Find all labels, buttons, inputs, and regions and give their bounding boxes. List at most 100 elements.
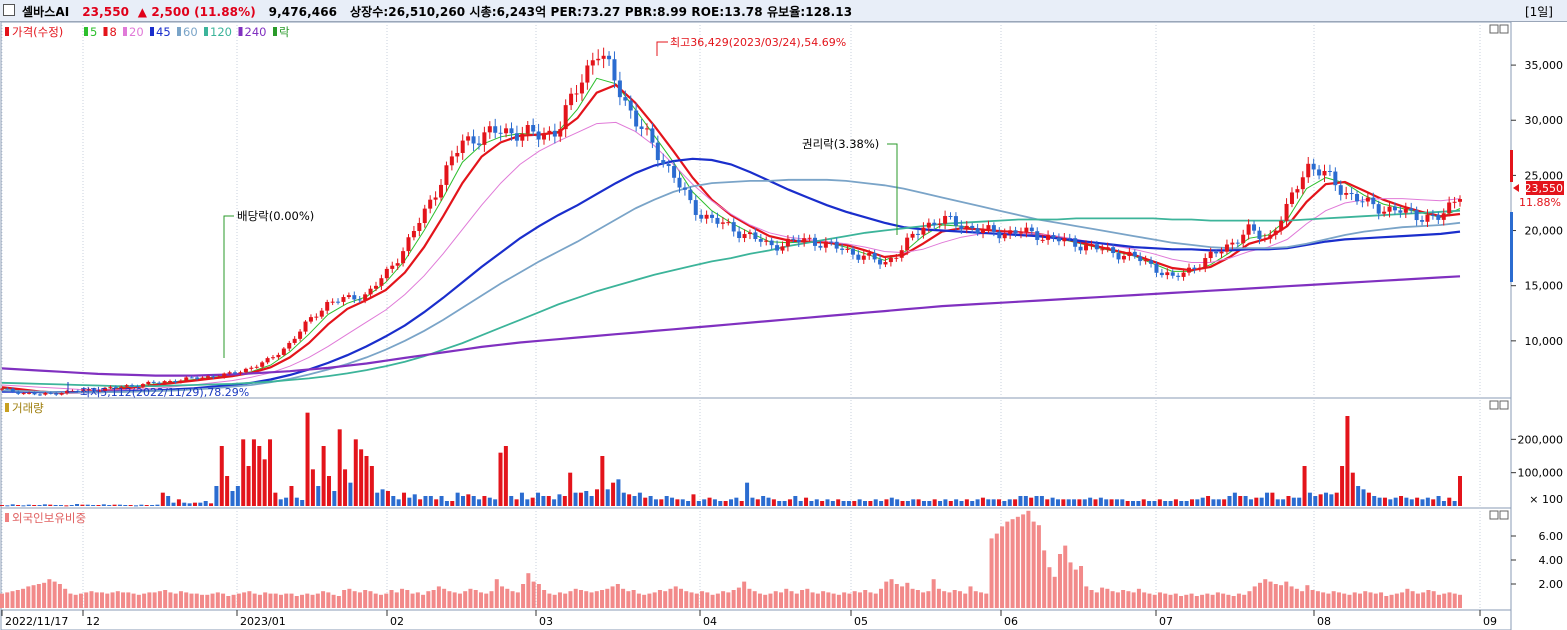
foreign-ownership-bar — [526, 573, 531, 608]
volume-bar — [423, 496, 428, 506]
volume-bar — [621, 492, 626, 506]
candle-body — [1376, 204, 1381, 214]
foreign-ownership-bar — [1042, 550, 1047, 608]
legend-label: 120 — [210, 25, 232, 39]
foreign-ownership-bar — [1063, 545, 1068, 608]
volume-bar — [284, 497, 289, 506]
candle-body — [1208, 251, 1213, 259]
x-tick-label: 06 — [1004, 615, 1018, 628]
foreign-panel-controls[interactable] — [1489, 510, 1509, 520]
volume-bar — [235, 486, 240, 506]
foreign-ownership-bar — [84, 592, 89, 608]
foreign-ownership-bar — [747, 588, 752, 608]
volume-bar — [1345, 416, 1350, 506]
volume-bar — [1334, 492, 1339, 506]
foreign-ownership-bar — [447, 591, 452, 608]
foreign-ownership-bar — [931, 579, 936, 608]
foreign-ownership-bar — [500, 586, 505, 608]
volume-bar — [1420, 499, 1425, 506]
volume-unit-label: × 100 — [1529, 493, 1563, 506]
candle-body — [883, 262, 888, 265]
volume-bar — [1184, 501, 1189, 506]
foreign-ownership-bar — [952, 590, 957, 608]
volume-bar — [305, 412, 310, 506]
volume-bar — [868, 501, 873, 506]
foreign-ownership-bar — [1242, 594, 1247, 608]
candle-body — [634, 110, 639, 127]
foreign-ownership-bar — [257, 594, 262, 608]
volume-bar — [289, 486, 294, 506]
foreign-ownership-bar — [352, 591, 357, 608]
candle-body — [1425, 214, 1430, 222]
candle-body — [726, 222, 731, 224]
candle-body — [986, 225, 991, 230]
foreign-ownership-bar — [0, 593, 4, 608]
foreign-ownership-bar — [289, 593, 294, 608]
volume-bar — [1034, 496, 1039, 506]
volume-bar — [112, 504, 117, 506]
candle-body — [227, 372, 232, 374]
candle-body — [1035, 231, 1040, 240]
volume-panel-controls[interactable] — [1489, 400, 1509, 410]
volume-bar — [1141, 499, 1146, 506]
volume-bar — [273, 492, 278, 506]
candle-body — [308, 317, 313, 322]
candle-body — [395, 263, 400, 266]
ma-line-240 — [1, 275, 1461, 377]
foreign-ownership-bar — [1015, 516, 1020, 608]
foreign-ownership-bar — [605, 588, 610, 608]
volume-bar — [1356, 486, 1361, 506]
volume-bar — [1114, 499, 1119, 506]
foreign-ownership-bar — [252, 593, 257, 608]
candle-body — [1360, 201, 1365, 203]
foreign-ownership-bar — [326, 592, 331, 608]
close-icon[interactable] — [1499, 510, 1509, 520]
volume-bar — [1361, 489, 1366, 506]
candle-body — [915, 233, 920, 235]
select-checkbox[interactable] — [3, 4, 15, 16]
close-icon[interactable] — [1499, 24, 1509, 34]
candle-body — [1138, 256, 1143, 262]
minimize-icon[interactable] — [1489, 400, 1499, 410]
foreign-ownership-bar — [1294, 588, 1299, 608]
volume-bar — [889, 497, 894, 506]
period-selector[interactable]: [1일] — [1524, 5, 1553, 19]
foreign-ownership-bar — [994, 533, 999, 608]
volume-bar — [1377, 497, 1382, 506]
foreign-ownership-bar — [194, 593, 199, 608]
candle-body — [1018, 232, 1023, 234]
volume-bar — [203, 501, 208, 506]
foreign-ownership-bar — [1010, 519, 1015, 608]
candle-body — [943, 215, 948, 224]
foreign-ownership-bar — [1026, 510, 1031, 608]
foreign-ownership-bar — [436, 586, 441, 608]
volume-bar — [787, 499, 792, 506]
minimize-icon[interactable] — [1489, 510, 1499, 520]
candle-body — [1116, 253, 1121, 260]
foreign-ownership-bar — [473, 590, 478, 608]
volume-bar — [1082, 499, 1087, 506]
price-y-tick-label: 10,000 — [1525, 335, 1564, 348]
volume-bar — [573, 492, 578, 506]
minimize-icon[interactable] — [1489, 24, 1499, 34]
foreign-ownership-bar — [336, 596, 341, 608]
candle-body — [357, 299, 362, 301]
volume-bar — [391, 496, 396, 506]
close-icon[interactable] — [1499, 400, 1509, 410]
trade-volume: 9,476,466 — [268, 5, 338, 19]
candle-body — [43, 392, 48, 395]
candle-body — [184, 377, 189, 381]
foreign-ownership-bar — [1363, 591, 1368, 608]
foreign-ownership-bar — [405, 590, 410, 608]
foreign-ownership-bar — [863, 590, 868, 608]
candle-body — [1284, 203, 1289, 221]
volume-bar — [1388, 499, 1393, 506]
candle-body — [1322, 170, 1327, 176]
foreign-ownership-bar — [631, 590, 636, 608]
candle-body — [449, 156, 454, 166]
stock-chart[interactable]: 가격(수정) 5 8 20 45 60 120 240 락 거래량 외국인보유비중 2022/… — [0, 22, 1567, 630]
foreign-ownership-bar — [394, 592, 399, 608]
price-panel-controls[interactable] — [1489, 24, 1509, 34]
foreign-ownership-bar — [1052, 576, 1057, 608]
x-axis-panel — [0, 609, 1512, 630]
